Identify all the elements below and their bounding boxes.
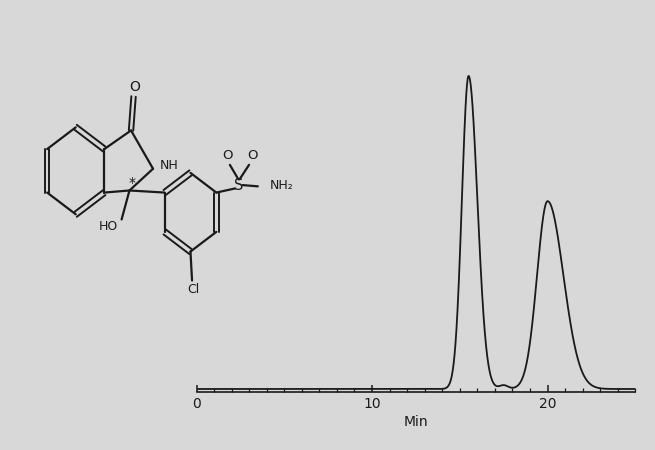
Text: O: O: [222, 149, 233, 162]
Text: NH: NH: [160, 159, 179, 172]
Text: S: S: [234, 178, 244, 193]
Text: NH₂: NH₂: [270, 179, 293, 192]
X-axis label: Min: Min: [403, 415, 428, 429]
Text: O: O: [130, 81, 140, 94]
Text: *: *: [128, 176, 135, 190]
Text: O: O: [247, 149, 257, 162]
Text: HO: HO: [99, 220, 118, 234]
Text: Cl: Cl: [187, 283, 199, 296]
